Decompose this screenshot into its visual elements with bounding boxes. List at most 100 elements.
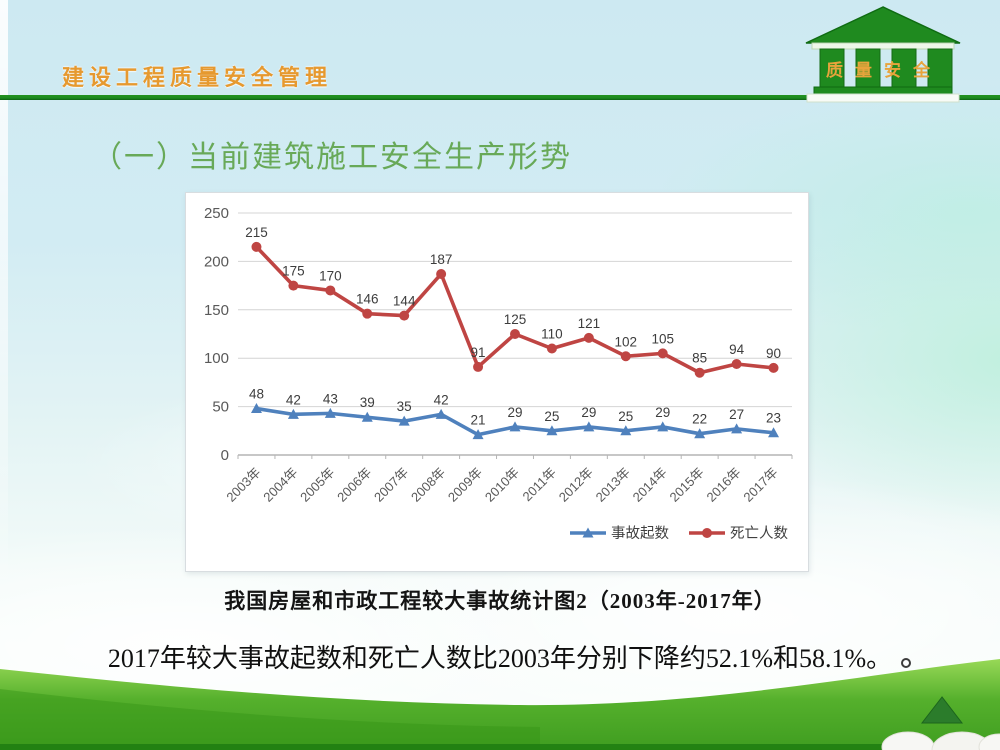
legend-label: 死亡人数 <box>730 525 788 542</box>
y-tick-label: 200 <box>204 253 229 270</box>
page-title: （一）当前建筑施工安全生产形势 <box>92 141 572 174</box>
data-label: 144 <box>393 294 416 309</box>
data-label: 42 <box>286 392 301 407</box>
x-tick-label: 2011年 <box>519 465 559 505</box>
x-tick-label: 2017年 <box>740 465 780 505</box>
data-label: 121 <box>578 316 601 331</box>
x-tick-label: 2004年 <box>260 465 300 505</box>
marker-triangle <box>620 425 632 436</box>
x-tick-label: 2013年 <box>593 465 633 505</box>
data-label: 146 <box>356 292 379 307</box>
x-tick-label: 2012年 <box>556 465 596 505</box>
x-tick-label: 2016年 <box>703 465 743 505</box>
marker-triangle <box>287 408 299 419</box>
data-label: 175 <box>282 264 305 279</box>
marker-circle <box>694 367 705 378</box>
data-label: 25 <box>544 409 559 424</box>
marker-triangle <box>768 427 780 438</box>
marker-circle <box>325 285 336 296</box>
data-label: 23 <box>766 411 781 426</box>
accident-statistics-chart: 0 50 100 150 200 250 2003年2004年2005年2006年2007年… <box>204 205 793 542</box>
data-label: 22 <box>692 412 707 427</box>
data-label: 90 <box>766 346 781 361</box>
data-label: 35 <box>397 399 412 414</box>
logo-pediment <box>805 6 961 44</box>
marker-triangle <box>546 425 558 436</box>
marker-circle <box>399 310 410 321</box>
marker-circle <box>620 351 631 362</box>
chart-panel: 0 50 100 150 200 250 2003年 2004年 2005年 2006年 2007年… <box>185 192 809 572</box>
data-label: 48 <box>249 387 264 402</box>
data-label: 27 <box>729 407 744 422</box>
x-tick-label: 2008年 <box>408 465 448 505</box>
marker-circle <box>768 362 779 373</box>
marker-circle <box>251 241 262 252</box>
marker-circle <box>657 348 668 359</box>
left-light-strip <box>0 0 8 640</box>
marker-triangle <box>657 421 669 432</box>
data-label: 187 <box>430 252 453 267</box>
data-label: 170 <box>319 268 342 283</box>
y-tick-label: 100 <box>204 350 229 367</box>
legend-item-事故起数: 事故起数 <box>570 525 669 542</box>
y-tick-label: 250 <box>204 205 229 222</box>
chart-caption: 我国房屋和市政工程较大事故统计图2（2003年-2017年） <box>224 589 776 613</box>
x-tick-label: 2006年 <box>334 465 374 505</box>
legend-label: 事故起数 <box>611 525 669 542</box>
marker-circle <box>288 280 299 291</box>
legend-marker-triangle <box>582 527 594 538</box>
marker-triangle <box>472 429 484 440</box>
marker-circle <box>362 308 373 319</box>
data-label: 39 <box>360 395 375 410</box>
header-divider-line <box>0 95 1000 100</box>
marker-triangle <box>731 423 743 434</box>
data-label: 215 <box>245 225 268 240</box>
sheep-icons <box>881 731 1000 750</box>
quality-safety-logo-icon: 质量安全 <box>805 6 961 103</box>
marker-circle <box>731 359 742 370</box>
data-label: 42 <box>434 392 449 407</box>
data-label: 105 <box>651 331 674 346</box>
series-死亡人数: 215 175 170 146 144 187 91 125 110 121 102 105 85 94 9… <box>245 225 781 378</box>
x-tick-label: 2015年 <box>667 465 707 505</box>
grass-shade <box>0 689 540 750</box>
legend-item-死亡人数: 死亡人数 <box>689 525 788 542</box>
x-tick-label: 2010年 <box>482 465 522 505</box>
data-label: 125 <box>504 312 527 327</box>
summary-text: 2017年较大事故起数和死亡人数比2003年分别下降约52.1%和58.1%。 <box>107 644 893 673</box>
logo-platform <box>806 93 960 103</box>
legend: 事故起数 死亡人数 <box>570 525 788 542</box>
marker-circle <box>473 361 484 372</box>
logo-text: 质量安全 <box>826 60 942 80</box>
marker-triangle <box>324 407 336 418</box>
series-事故起数: 48 42 43 39 35 42 21 29 25 29 25 29 22 27 23 <box>249 387 781 440</box>
y-tick-label: 0 <box>221 447 229 464</box>
x-tick-label: 2003年 <box>223 465 263 505</box>
y-tick-label: 50 <box>212 399 229 416</box>
x-tick-label: 2007年 <box>371 465 411 505</box>
marker-circle <box>510 329 520 339</box>
data-label: 29 <box>581 405 596 420</box>
data-label: 94 <box>729 342 745 357</box>
header-title: 建设工程质量安全管理 <box>62 65 333 90</box>
marker-triangle <box>694 428 706 439</box>
x-tick-label: 2005年 <box>297 465 337 505</box>
data-label: 29 <box>507 405 522 420</box>
logo-base <box>813 86 953 95</box>
marker-circle <box>436 268 447 279</box>
data-label: 21 <box>471 413 486 428</box>
legend-marker-circle <box>702 528 712 538</box>
marker-triangle <box>250 403 262 414</box>
data-label: 91 <box>471 345 486 360</box>
grass-bottom-strip <box>0 744 1000 750</box>
marker-triangle <box>509 421 521 432</box>
data-label: 85 <box>692 351 707 366</box>
marker-triangle <box>361 411 373 422</box>
data-label: 43 <box>323 391 338 406</box>
data-label: 25 <box>618 409 633 424</box>
marker-circle <box>546 343 557 354</box>
x-tick-label: 2014年 <box>630 465 670 505</box>
logo-architrave <box>811 42 955 50</box>
nav-triangle-icon <box>920 696 964 724</box>
